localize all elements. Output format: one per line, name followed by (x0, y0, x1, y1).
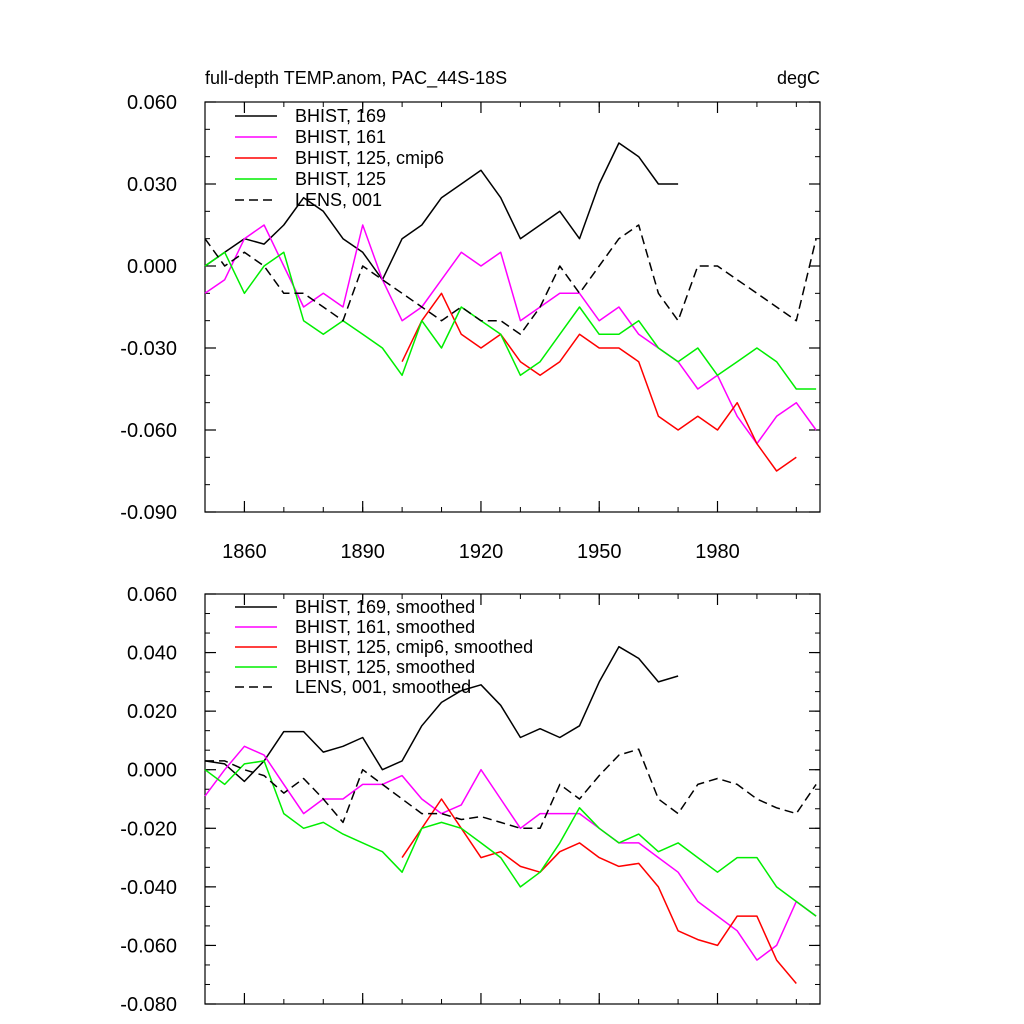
series-line-0 (204, 645, 679, 783)
series-line-2 (401, 292, 797, 472)
series-line-3 (204, 251, 817, 390)
y-tick-label: -0.020 (120, 818, 177, 840)
legend-label-4: LENS, 001 (295, 190, 382, 210)
series-line-3 (204, 760, 817, 917)
bottom-panel: 0.060 0.040 0.020 0.000 -0.020 -0.040 -0.060 -0… (120, 584, 821, 1016)
y-tick-label: -0.030 (120, 338, 177, 360)
y-tick-label: 0.030 (127, 174, 177, 196)
x-tick-label: 1950 (577, 541, 622, 563)
y-tick-label: 0.060 (127, 584, 177, 606)
legend-label-3: BHIST, 125 (295, 169, 386, 189)
legend-label-4: LENS, 001, smoothed (295, 677, 471, 697)
y-tick-label: 0.000 (127, 256, 177, 278)
y-tick-label: 0.060 (127, 92, 177, 114)
series-line-0 (204, 142, 679, 281)
x-tick-label: 1860 (222, 541, 267, 563)
chart-units: degC (777, 68, 820, 88)
series-line-1 (204, 745, 817, 961)
y-tick-label: -0.080 (120, 994, 177, 1016)
x-tick-label: 1920 (459, 541, 504, 563)
plot-frame (204, 593, 821, 1005)
legend-label-0: BHIST, 169 (295, 106, 386, 126)
top-panel: full-depth TEMP.anom, PAC_44S-18S degC 0.0… (120, 68, 821, 563)
chart-title: full-depth TEMP.anom, PAC_44S-18S (205, 68, 507, 89)
y-tick-label: 0.040 (127, 643, 177, 665)
series-line-4 (204, 224, 817, 336)
x-tick-label: 1980 (695, 541, 740, 563)
legend-label-1: BHIST, 161, smoothed (295, 617, 475, 637)
y-tick-label: 0.000 (127, 760, 177, 782)
legend-label-2: BHIST, 125, cmip6 (295, 148, 444, 168)
x-tick-label: 1890 (340, 541, 385, 563)
plot-frame (204, 101, 821, 513)
y-tick-label: 0.020 (127, 701, 177, 723)
y-tick-label: -0.090 (120, 502, 177, 524)
y-tick-label: -0.060 (120, 420, 177, 442)
legend-label-2: BHIST, 125, cmip6, smoothed (295, 637, 533, 657)
legend-label-0: BHIST, 169, smoothed (295, 597, 475, 617)
y-tick-label: -0.060 (120, 935, 177, 957)
series-line-2 (401, 798, 797, 984)
series-line-4 (205, 748, 817, 830)
y-tick-label: -0.040 (120, 877, 177, 899)
series-line-1 (204, 224, 817, 445)
legend-label-1: BHIST, 161 (295, 127, 386, 147)
legend-label-3: BHIST, 125, smoothed (295, 657, 475, 677)
